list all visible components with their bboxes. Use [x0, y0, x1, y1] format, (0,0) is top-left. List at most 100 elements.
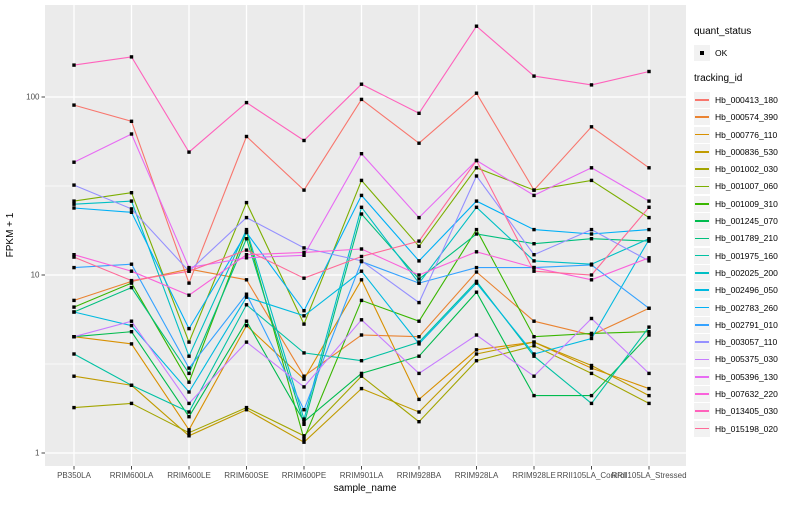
- data-point: [474, 359, 479, 363]
- data-point: [589, 316, 594, 321]
- data-point: [72, 374, 76, 378]
- legend-item-label: Hb_000776_110: [715, 129, 778, 140]
- y-tick-label-10: 10: [31, 271, 40, 280]
- data-point: [302, 408, 306, 412]
- data-point: [129, 191, 134, 195]
- data-point: [532, 319, 536, 323]
- data-point: [72, 253, 76, 257]
- data-point: [359, 247, 364, 251]
- data-point: [589, 166, 594, 170]
- data-point: [532, 193, 536, 198]
- data-point: [532, 354, 536, 358]
- data-point: [589, 273, 594, 277]
- data-point: [129, 269, 134, 273]
- data-point: [302, 253, 306, 257]
- legend-key: [694, 316, 710, 333]
- legend-key: [694, 126, 710, 143]
- data-point: [647, 393, 651, 398]
- data-point: [474, 352, 479, 356]
- data-point: [647, 325, 651, 329]
- legend-key: [694, 351, 710, 368]
- data-point: [72, 405, 76, 410]
- data-point: [589, 263, 594, 267]
- data-point: [474, 270, 479, 274]
- data-point: [129, 319, 134, 323]
- data-point: [359, 318, 364, 322]
- data-point: [187, 269, 191, 273]
- x-tick-label: PB350LA: [57, 471, 91, 480]
- legend-line-swatch: [695, 133, 709, 136]
- y-tick-label-1: 1: [35, 449, 40, 458]
- legend-line-swatch: [695, 116, 709, 119]
- x-tick-label: RRIM600PE: [282, 471, 326, 480]
- data-point: [359, 359, 364, 363]
- legend-line-swatch: [695, 427, 709, 430]
- data-point: [417, 281, 421, 285]
- data-point: [359, 374, 364, 378]
- x-tick-label: RRIM600LA: [110, 471, 154, 480]
- data-point: [244, 340, 249, 344]
- data-point: [244, 408, 249, 412]
- x-tick-label: RRIM928LA: [455, 471, 499, 480]
- data-point: [302, 437, 306, 441]
- legend-item-Hb_002791_010: Hb_002791_010: [694, 316, 800, 333]
- data-point: [187, 293, 191, 297]
- data-point: [302, 440, 306, 444]
- data-point: [474, 24, 479, 28]
- legend-key: [694, 368, 710, 385]
- data-point: [647, 215, 651, 220]
- legend-title-quant-status: quant_status: [694, 26, 752, 37]
- data-point: [417, 277, 421, 281]
- data-point: [129, 55, 134, 59]
- data-point: [417, 340, 421, 344]
- data-point: [302, 276, 306, 280]
- point-marker-icon: [700, 50, 704, 55]
- data-point: [72, 160, 76, 164]
- data-point: [187, 380, 191, 384]
- data-point: [187, 410, 191, 414]
- data-point: [302, 246, 306, 250]
- legend-title-tracking-id: tracking_id: [694, 73, 743, 85]
- data-point: [187, 415, 191, 419]
- legend-item-label: Hb_002025_200: [715, 267, 778, 278]
- data-point: [474, 166, 479, 170]
- data-point: [647, 371, 651, 376]
- data-point: [532, 393, 536, 398]
- legend-line-swatch: [695, 168, 709, 170]
- legend-key: [694, 403, 710, 420]
- legend-key: [694, 91, 710, 108]
- data-point: [302, 377, 306, 381]
- legend-key: [694, 143, 710, 160]
- data-point: [417, 111, 421, 115]
- legend-key-ok: [694, 44, 710, 61]
- data-point: [647, 386, 651, 391]
- data-point: [359, 82, 364, 86]
- data-point: [417, 259, 421, 263]
- data-point: [589, 393, 594, 398]
- data-point: [187, 431, 191, 435]
- data-point: [359, 298, 364, 303]
- data-point: [72, 310, 76, 314]
- data-point: [302, 314, 306, 318]
- data-point: [187, 150, 191, 154]
- data-point: [129, 262, 134, 266]
- data-point: [72, 183, 76, 187]
- legend-key: [694, 109, 710, 126]
- data-point: [187, 401, 191, 406]
- data-point: [359, 193, 364, 198]
- data-point: [474, 290, 479, 294]
- data-point: [647, 199, 651, 203]
- legend-line-swatch: [695, 237, 709, 240]
- data-point: [187, 371, 191, 376]
- data-point: [302, 351, 306, 355]
- data-point: [647, 259, 651, 263]
- legend-line-swatch: [695, 151, 709, 153]
- data-point: [129, 207, 134, 211]
- data-point: [417, 335, 421, 339]
- data-point: [417, 397, 421, 402]
- data-point: [474, 174, 479, 178]
- legend-item-label: Hb_002791_010: [715, 319, 778, 330]
- legend-item-label: Hb_001007_060: [715, 181, 778, 192]
- data-point: [589, 363, 594, 368]
